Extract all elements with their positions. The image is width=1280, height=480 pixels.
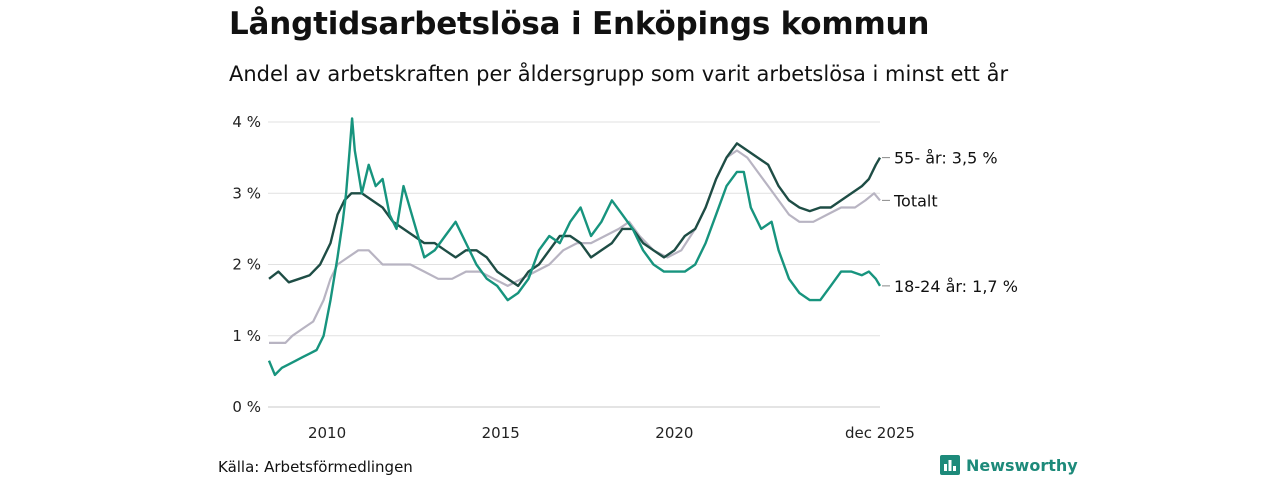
- end-label-totalt: Totalt: [893, 191, 938, 210]
- x-tick-label: 2010: [308, 424, 346, 442]
- y-axis-ticks: 0 % 1 % 2 % 3 % 4 %: [232, 113, 261, 416]
- end-label-18-24: 18-24 år: 1,7 %: [894, 277, 1018, 296]
- x-tick-label: 2020: [655, 424, 693, 442]
- y-tick-label: 0 %: [232, 398, 261, 416]
- x-tick-label: dec 2025: [845, 424, 915, 442]
- series-line-totalt: [269, 149, 881, 344]
- grid-lines: [268, 121, 880, 408]
- y-tick-label: 1 %: [232, 327, 261, 345]
- series-end-labels: 55- år: 3,5 % Totalt 18-24 år: 1,7 %: [882, 149, 1018, 296]
- brand-name: Newsworthy: [966, 455, 1078, 475]
- y-tick-label: 3 %: [232, 184, 261, 202]
- series-lines: [267, 117, 882, 377]
- source-note: Källa: Arbetsförmedlingen: [218, 458, 413, 476]
- x-axis-ticks: 2010 2015 2020 dec 2025: [308, 424, 915, 442]
- y-tick-label: 4 %: [232, 113, 261, 131]
- series-line-18-24: [267, 117, 882, 377]
- x-tick-label: 2015: [482, 424, 520, 442]
- newsworthy-logo[interactable]: Newsworthy: [940, 455, 1078, 475]
- series-line-55-plus: [268, 142, 882, 288]
- chart-title: Långtidsarbetslösa i Enköpings kommun: [229, 6, 930, 42]
- bar-chart-logo-icon: [940, 455, 960, 475]
- end-label-55-plus: 55- år: 3,5 %: [894, 149, 998, 168]
- y-tick-label: 2 %: [232, 256, 261, 274]
- chart-subtitle: Andel av arbetskraften per åldersgrupp s…: [229, 62, 1009, 86]
